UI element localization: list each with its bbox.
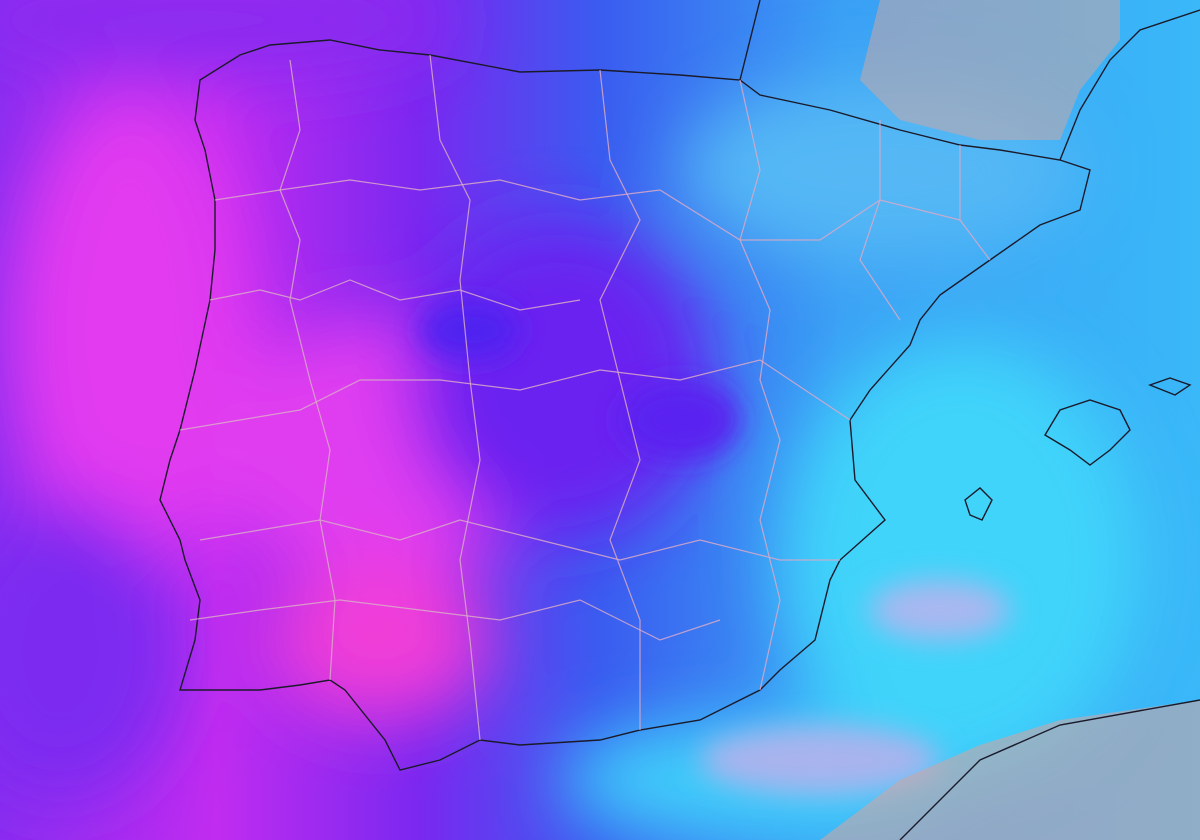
precip-patches (420, 300, 1010, 795)
field-blob (780, 340, 1140, 780)
border (279, 59, 336, 681)
patch (420, 300, 520, 360)
border (199, 519, 840, 561)
border (209, 279, 581, 311)
patch (870, 580, 1010, 640)
mallorca (1044, 399, 1131, 466)
france-coast (739, 0, 761, 81)
province-borders (179, 54, 991, 741)
border (189, 599, 721, 641)
menorca (1148, 377, 1192, 396)
field-blob (10, 90, 250, 570)
iberia-coastline (159, 39, 1091, 771)
france-land (860, 0, 1120, 140)
border (429, 54, 481, 741)
africa-coast (899, 699, 1200, 840)
field-blob (270, 560, 490, 720)
france-coast (1059, 9, 1200, 161)
ibiza (964, 487, 993, 521)
field-blob (0, 0, 460, 80)
border (214, 179, 961, 241)
border (859, 120, 901, 321)
field-blob (0, 500, 180, 800)
patch (620, 380, 740, 460)
patch (700, 725, 940, 795)
border (599, 69, 641, 730)
border (739, 79, 781, 691)
border (179, 359, 851, 431)
africa-land (820, 700, 1200, 840)
